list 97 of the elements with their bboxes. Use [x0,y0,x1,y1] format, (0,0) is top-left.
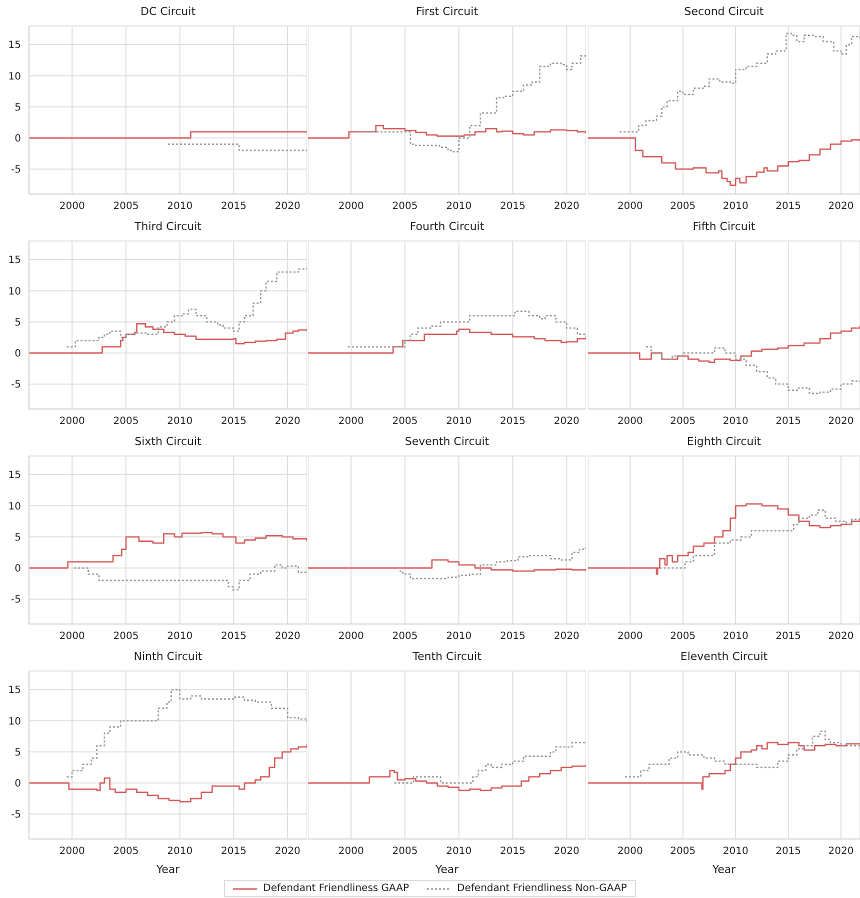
x-tick-label: 2020 [554,201,580,212]
x-tick-label: 2015 [776,416,802,428]
chart-title: First Circuit [414,4,480,20]
x-tick-label: 2020 [828,416,854,428]
x-tick-label: 2005 [392,201,418,212]
x-tick-label: 2000 [338,201,364,212]
x-tick-label: 2010 [167,631,193,642]
y-tick-label: 5 [14,532,21,544]
x-axis-title: Year [155,863,180,876]
y-tick-label: -5 [11,164,21,176]
x-tick-label: 2000 [617,631,643,642]
x-tick-label: 2005 [392,416,418,428]
x-tick-label: 2005 [392,631,418,642]
x-tick-label: 2010 [446,201,472,212]
x-tick-label: 2015 [500,631,526,642]
legend-label: Defendant Friendliness Non-GAAP [457,883,627,894]
y-tick-label: 15 [8,255,21,266]
x-tick-label: 2005 [392,846,418,858]
x-tick-label: 2020 [554,846,580,858]
x-tick-label: 2015 [500,416,526,428]
chart-title: Tenth Circuit [412,649,482,665]
x-tick-label: 2000 [59,846,85,858]
x-tick-label: 2000 [59,631,85,642]
x-tick-label: 2010 [722,846,748,858]
x-tick-label: 2010 [167,416,193,428]
x-tick-label: 2015 [221,846,246,858]
x-tick-label: 2010 [722,631,748,642]
y-tick-label: -5 [11,380,21,391]
chart-title: Seventh Circuit [404,434,490,450]
y-tick-label: 10 [8,286,21,298]
x-tick-label: 2020 [274,846,300,858]
x-tick-label: 2010 [167,846,193,858]
chart-title: Eleventh Circuit [679,649,769,665]
x-tick-label: 2005 [113,416,139,428]
y-tick-label: 0 [14,134,21,145]
x-tick-label: 2005 [670,846,696,858]
x-tick-label: 2010 [446,631,472,642]
legend-label: Defendant Friendliness GAAP [263,883,410,894]
y-tick-label: 0 [14,564,21,575]
chart-title: Eighth Circuit [686,434,762,450]
y-tick-label: -5 [11,594,21,606]
y-tick-label: -5 [11,810,21,821]
x-tick-label: 2015 [221,416,246,428]
x-tick-label: 2000 [617,201,643,212]
chart-title: Fifth Circuit [692,219,756,235]
chart-title: Fourth Circuit [408,219,486,235]
x-tick-label: 2005 [113,846,139,858]
y-tick-label: 10 [8,716,21,728]
x-axis-title: Year [434,863,460,876]
x-tick-label: 2005 [670,201,696,212]
y-tick-label: 15 [8,470,21,482]
x-tick-label: 2015 [500,846,526,858]
x-tick-label: 2000 [338,846,364,858]
x-tick-label: 2005 [670,631,696,642]
y-tick-label: 15 [8,685,21,696]
x-tick-label: 2020 [274,631,300,642]
x-tick-label: 2005 [113,631,139,642]
x-tick-label: 2015 [221,201,246,212]
x-tick-label: 2020 [554,416,580,428]
x-tick-label: 2000 [338,416,364,428]
x-tick-label: 2000 [338,631,364,642]
y-tick-label: 0 [14,778,21,790]
x-tick-label: 2020 [828,846,854,858]
x-tick-label: 2020 [828,631,854,642]
x-tick-label: 2010 [446,846,472,858]
x-tick-label: 2020 [274,416,300,428]
x-tick-label: 2015 [776,201,802,212]
x-tick-label: 2000 [617,416,643,428]
x-tick-label: 2015 [221,631,246,642]
x-tick-label: 2015 [500,201,526,212]
chart-title: Ninth Circuit [132,649,204,665]
y-tick-label: 5 [14,102,21,114]
chart-title: Sixth Circuit [134,434,202,450]
chart-title: Second Circuit [683,4,765,20]
x-tick-label: 2000 [617,846,643,858]
y-tick-label: 5 [14,747,21,758]
x-tick-label: 2020 [828,201,854,212]
y-tick-label: 0 [14,348,21,360]
x-tick-label: 2005 [113,201,139,212]
x-tick-label: 2010 [167,201,193,212]
x-tick-label: 2010 [722,201,748,212]
y-tick-label: 10 [8,501,21,512]
y-tick-label: 5 [14,317,21,328]
x-tick-label: 2000 [59,416,85,428]
x-tick-label: 2005 [670,416,696,428]
y-tick-label: 15 [8,40,21,52]
x-axis-title: Year [711,863,736,876]
x-tick-label: 2015 [776,846,802,858]
y-tick-label: 10 [8,71,21,82]
x-tick-label: 2020 [554,631,580,642]
chart-title: Third Circuit [134,219,202,235]
x-tick-label: 2000 [59,201,85,212]
x-tick-label: 2020 [274,201,300,212]
x-tick-label: 2010 [722,416,748,428]
x-tick-label: 2015 [776,631,802,642]
chart-title: DC Circuit [139,4,197,20]
x-tick-label: 2010 [446,416,472,428]
